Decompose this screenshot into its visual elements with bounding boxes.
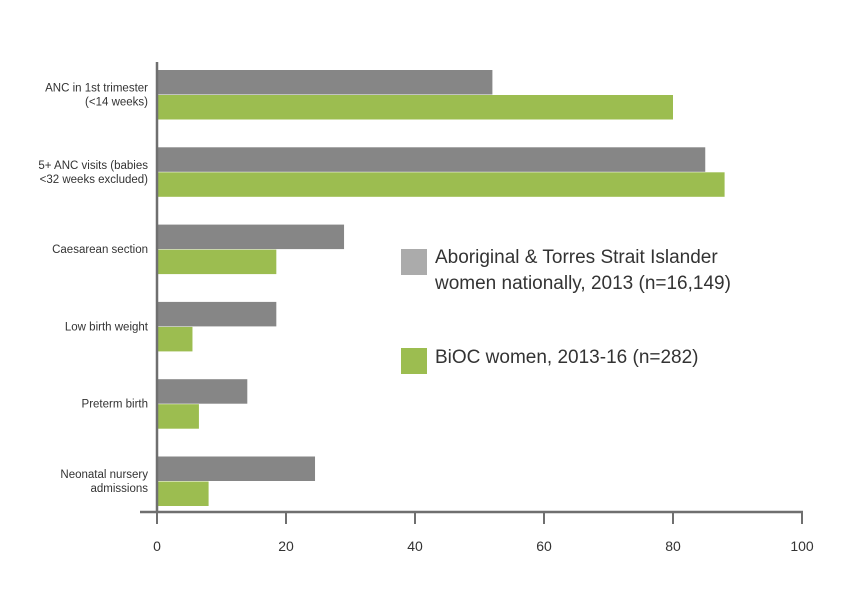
legend-label-1: Aboriginal & Torres Strait Islander women… xyxy=(434,247,731,294)
bar-series1-3 xyxy=(157,224,345,250)
bar-series1-6 xyxy=(157,456,316,481)
bar-series2-3 xyxy=(157,249,277,275)
category-labels: ANC in 1st trimester (<14 weeks) 5+ ANC vi… xyxy=(38,83,148,496)
category-label-1: ANC in 1st trimester (<14 weeks) xyxy=(45,83,148,109)
category-label-4: Low birth weight xyxy=(65,321,149,333)
bar-series2-4 xyxy=(157,326,193,352)
legend: Aboriginal & Torres Strait Islander women… xyxy=(401,247,731,374)
bar-series1-2 xyxy=(157,147,706,172)
bars-layer xyxy=(157,70,725,506)
legend-label-2: BiOC women, 2013-16 (n=282) xyxy=(435,347,699,368)
category-label-3: Caesarean section xyxy=(52,244,148,256)
bar-series1-5 xyxy=(157,379,248,404)
bar-series2-5 xyxy=(157,404,199,429)
category-label-2: 5+ ANC visits (babies <32 weeks excluded) xyxy=(38,160,148,186)
x-tick-label-40: 40 xyxy=(407,538,423,554)
bar-series1-1 xyxy=(157,70,493,95)
legend-swatch-1 xyxy=(401,249,427,275)
legend-swatch-2 xyxy=(401,348,427,374)
x-tick-labels: 0 20 40 60 80 100 xyxy=(153,538,814,554)
bar-series2-1 xyxy=(157,95,673,120)
x-tick-label-60: 60 xyxy=(536,538,552,554)
x-tick-label-20: 20 xyxy=(278,538,294,554)
x-tick-label-0: 0 xyxy=(153,538,161,554)
bar-series1-4 xyxy=(157,301,277,327)
category-label-5: Preterm birth xyxy=(82,399,148,411)
category-label-6: Neonatal nursery admissions xyxy=(60,469,148,495)
x-tick-label-80: 80 xyxy=(665,538,681,554)
bar-series2-6 xyxy=(157,481,209,506)
x-tick-label-100: 100 xyxy=(790,538,814,554)
axes xyxy=(140,62,803,524)
bar-series2-2 xyxy=(157,172,725,197)
